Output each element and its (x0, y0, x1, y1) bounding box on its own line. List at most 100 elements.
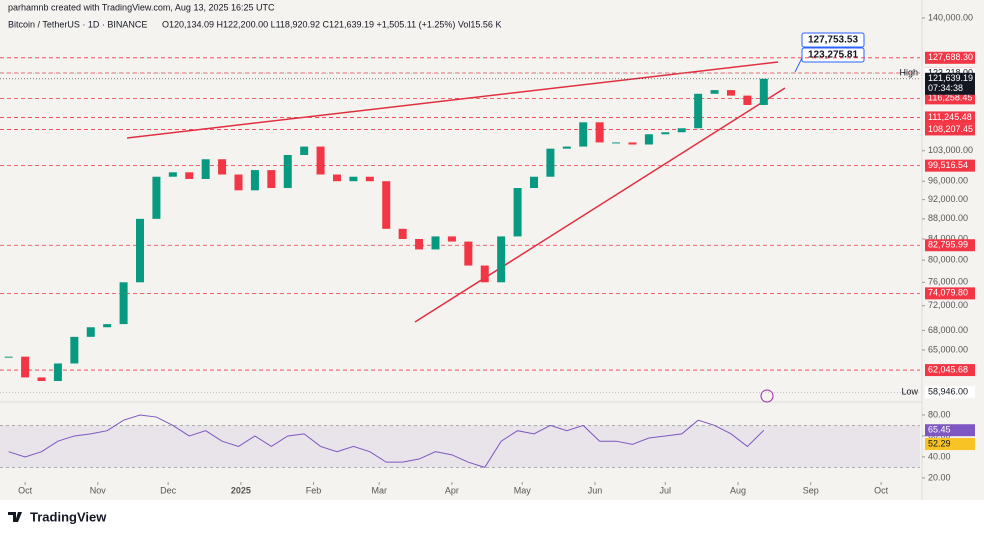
timer: 07:34:38 (928, 83, 963, 93)
candle (694, 93, 703, 129)
level-label: 111,245.48 (928, 112, 972, 122)
y-tick-label: 140,000.00 (928, 12, 973, 22)
current-bg (925, 72, 975, 95)
y-tick-label: 72,000.00 (928, 300, 968, 310)
x-tick-label: Jun (588, 485, 603, 495)
candle (300, 146, 309, 155)
level-label-bg (925, 287, 975, 300)
y-tick-label: 68,000.00 (928, 325, 968, 335)
rsi-line (8, 414, 765, 469)
rsi-ma-label: 52.29 (928, 438, 951, 448)
candle (497, 236, 506, 283)
level-label: 74,079.80 (928, 288, 968, 298)
candle (168, 172, 177, 177)
low-label: 58,946.00 (928, 387, 968, 397)
level-label: 127,688.30 (928, 52, 973, 62)
y-tick-label: 88,000.00 (928, 213, 968, 223)
callout-box (801, 47, 865, 63)
candle (464, 241, 473, 266)
level-label: 82,795.99 (928, 240, 968, 250)
candle (37, 377, 46, 381)
candle (677, 128, 686, 133)
icon[interactable] (760, 389, 774, 403)
candle (21, 356, 30, 378)
logo: TradingView (8, 509, 107, 524)
candle (529, 176, 538, 189)
rsi-tick-label: 80.00 (928, 409, 951, 419)
rsi-ma-label-bg (925, 438, 975, 451)
candle (185, 172, 194, 179)
rsi-tick-label: 40.00 (928, 451, 951, 461)
callout-box (801, 32, 865, 48)
candle (546, 148, 555, 177)
trend-line (414, 87, 786, 323)
x-tick-label: Mar (371, 485, 387, 495)
candle (447, 236, 456, 242)
rsi-band (0, 425, 920, 468)
level-label-bg (925, 111, 975, 124)
candle (415, 238, 424, 250)
y-tick-label: 76,000.00 (928, 277, 968, 287)
level-label-bg (925, 92, 975, 105)
y-tick-label: 96,000.00 (928, 176, 968, 186)
candle (119, 282, 128, 325)
level-label: 116,258.45 (928, 93, 972, 103)
ohlc: O120,134.09 H122,200.00 L118,920.92 C121… (162, 19, 501, 29)
x-tick-label: Oct (18, 485, 33, 495)
candle (743, 95, 752, 105)
candle (595, 122, 604, 143)
candle (661, 132, 670, 135)
candle (726, 90, 735, 96)
x-tick-label: Jul (660, 485, 672, 495)
x-tick-label: Apr (445, 485, 459, 495)
x-tick-label: Sep (803, 485, 819, 495)
logo-mark (8, 512, 22, 522)
trend-line (126, 61, 779, 139)
candle (349, 176, 358, 182)
level-label: 62,045.68 (928, 364, 968, 374)
candle (759, 78, 768, 105)
rsi-label: 65.45 (928, 425, 951, 435)
candle (267, 170, 276, 189)
candle (250, 170, 259, 191)
y-tick-label: 84,000.00 (928, 233, 968, 243)
y-tick-label: 65,000.00 (928, 344, 968, 354)
candle (365, 176, 374, 182)
y-tick-label: 92,000.00 (928, 194, 968, 204)
callout: 123,275.81 (808, 50, 858, 61)
logo-text: TradingView (30, 509, 107, 524)
chart-title: Bitcoin / TetherUS · 1D · BINANCE (8, 19, 147, 29)
candle (283, 154, 292, 189)
low-name: Low (901, 387, 918, 397)
candle (201, 159, 210, 179)
candle (644, 134, 653, 145)
candle (103, 324, 112, 328)
y-tick-label: 80,000.00 (928, 254, 968, 264)
candle (332, 174, 341, 182)
candle (513, 188, 522, 237)
level-label-bg (925, 51, 975, 64)
rsi-label-bg (925, 424, 975, 437)
candle (234, 174, 243, 191)
candle (562, 146, 571, 149)
chart-bg (0, 0, 984, 500)
high-name: High (899, 68, 918, 78)
candle (86, 327, 95, 337)
level-label: 108,207.45 (928, 124, 973, 134)
current-label: 121,639.19 (928, 73, 973, 83)
rsi-tick-label: 20.00 (928, 472, 951, 482)
candle (136, 218, 145, 283)
x-tick-label: Oct (874, 485, 889, 495)
candle (710, 90, 719, 94)
header: parhamnb created with TradingView.com, A… (8, 2, 275, 12)
level-label: 99,516.54 (928, 160, 968, 170)
level-label-bg (925, 364, 975, 377)
x-tick-label: 2025 (231, 485, 251, 495)
candle (398, 228, 407, 239)
candle (612, 142, 621, 144)
x-tick-label: Dec (160, 485, 177, 495)
candle (218, 159, 227, 175)
candle (4, 356, 13, 358)
